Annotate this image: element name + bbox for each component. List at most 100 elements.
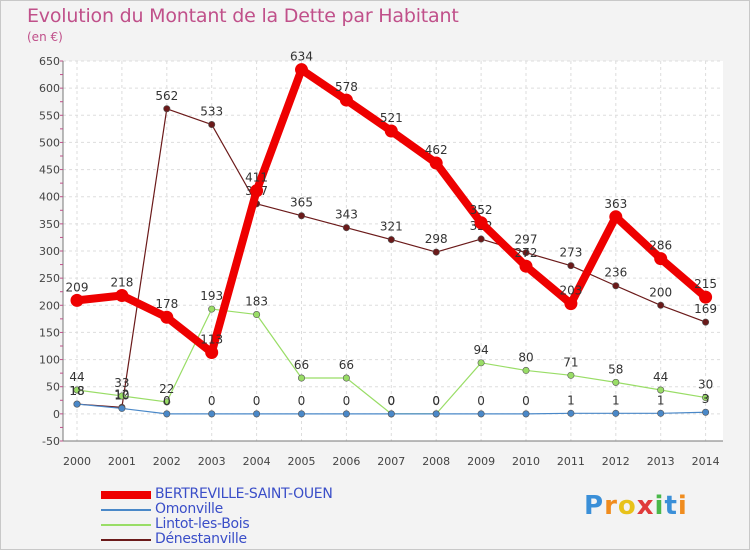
data-label-omonville: 0 [163, 394, 171, 408]
data-label-bertreville-saint-ouen: 209 [66, 280, 89, 294]
data-label-lintot-les-bois: 183 [245, 295, 268, 309]
data-point-bertreville-saint-ouen [654, 252, 668, 266]
x-tick-label: 2010 [512, 455, 540, 468]
x-tick-label: 2001 [108, 455, 136, 468]
data-label-bertreville-saint-ouen: 634 [290, 50, 313, 64]
data-label-bertreville-saint-ouen: 178 [155, 297, 178, 311]
data-point-lintot-les-bois [702, 394, 710, 402]
data-point-lintot-les-bois [253, 311, 261, 319]
data-label-omonville: 0 [253, 394, 261, 408]
data-label-denestanville: 533 [200, 105, 223, 119]
data-point-bertreville-saint-ouen [699, 290, 713, 304]
data-point-bertreville-saint-ouen [564, 297, 578, 311]
data-point-lintot-les-bois [297, 374, 305, 382]
chart-title: Evolution du Montant de la Dette par Hab… [27, 5, 459, 27]
data-point-omonville [567, 409, 575, 417]
data-point-lintot-les-bois [208, 305, 216, 313]
data-point-denestanville [297, 212, 305, 220]
data-point-omonville [297, 410, 305, 418]
logo-letter: i [677, 491, 688, 521]
data-label-lintot-les-bois: 66 [339, 358, 354, 372]
data-label-bertreville-saint-ouen: 363 [604, 197, 627, 211]
data-point-lintot-les-bois [342, 374, 350, 382]
x-tick-label: 2007 [377, 455, 405, 468]
x-tick-label: 2005 [288, 455, 316, 468]
data-label-omonville: 10 [114, 388, 129, 402]
logo-letter: o [617, 491, 637, 521]
data-point-bertreville-saint-ouen [115, 289, 129, 303]
legend-label: Omonville [155, 501, 223, 517]
data-point-denestanville [432, 248, 440, 256]
data-label-lintot-les-bois: 94 [473, 343, 488, 357]
x-tick-label: 2008 [422, 455, 450, 468]
y-tick-label: 650 [39, 55, 60, 68]
data-label-bertreville-saint-ouen: 218 [110, 276, 133, 290]
data-point-omonville [342, 410, 350, 418]
legend-label: Dénestanville [155, 531, 247, 547]
logo-letter: i [654, 491, 665, 521]
data-point-denestanville [342, 224, 350, 232]
data-label-omonville: 1 [612, 393, 620, 407]
data-point-omonville [73, 400, 81, 408]
data-point-denestanville [657, 301, 665, 309]
data-point-bertreville-saint-ouen [205, 346, 219, 360]
data-point-lintot-les-bois [118, 392, 126, 400]
data-label-denestanville: 321 [380, 220, 403, 234]
y-tick-label: 100 [39, 354, 60, 367]
data-point-lintot-les-bois [612, 378, 620, 386]
data-label-omonville: 0 [343, 394, 351, 408]
data-label-lintot-les-bois: 71 [563, 355, 578, 369]
x-tick-label: 2013 [647, 455, 675, 468]
data-point-bertreville-saint-ouen [474, 216, 488, 230]
y-tick-label: 250 [39, 272, 60, 285]
data-label-bertreville-saint-ouen: 521 [380, 111, 403, 125]
data-label-bertreville-saint-ouen: 352 [470, 203, 493, 217]
logo-letter: x [636, 491, 655, 521]
data-point-denestanville [387, 236, 395, 244]
data-point-denestanville [163, 105, 171, 113]
data-label-omonville: 0 [387, 394, 395, 408]
x-tick-label: 2011 [557, 455, 585, 468]
data-label-denestanville: 562 [155, 89, 178, 103]
legend-label: BERTREVILLE-SAINT-OUEN [155, 486, 333, 502]
data-label-omonville: 0 [477, 394, 485, 408]
data-point-omonville [477, 410, 485, 418]
data-label-lintot-les-bois: 0 [432, 394, 440, 408]
data-label-lintot-les-bois: 44 [653, 370, 668, 384]
y-tick-label: 500 [39, 136, 60, 149]
y-tick-label: 0 [53, 408, 60, 421]
data-label-bertreville-saint-ouen: 272 [515, 246, 538, 260]
data-label-omonville: 1 [657, 393, 665, 407]
x-tick-label: 2014 [692, 455, 720, 468]
data-label-lintot-les-bois: 0 [387, 394, 395, 408]
data-point-lintot-les-bois [567, 371, 575, 379]
data-label-omonville: 1 [567, 393, 575, 407]
y-tick-label: 450 [39, 164, 60, 177]
data-point-denestanville [567, 262, 575, 270]
data-label-omonville: 0 [208, 394, 216, 408]
data-point-bertreville-saint-ouen [384, 124, 398, 138]
data-label-denestanville: 343 [335, 208, 358, 222]
data-label-lintot-les-bois: 193 [200, 289, 223, 303]
data-label-bertreville-saint-ouen: 215 [694, 277, 717, 291]
y-tick-label: 200 [39, 299, 60, 312]
x-tick-label: 2004 [243, 455, 271, 468]
x-tick-label: 2012 [602, 455, 630, 468]
data-point-omonville [118, 404, 126, 412]
y-tick-label: 300 [39, 245, 60, 258]
data-label-denestanville: 273 [559, 246, 582, 260]
data-label-bertreville-saint-ouen: 462 [425, 143, 448, 157]
data-point-lintot-les-bois [522, 366, 530, 374]
data-point-lintot-les-bois [657, 386, 665, 394]
data-label-omonville: 0 [522, 394, 530, 408]
data-point-bertreville-saint-ouen [160, 310, 174, 324]
data-label-omonville: 18 [69, 384, 84, 398]
data-label-lintot-les-bois: 22 [159, 382, 174, 396]
data-point-bertreville-saint-ouen [250, 184, 264, 198]
data-point-denestanville [702, 318, 710, 326]
data-label-denestanville: 200 [649, 285, 672, 299]
data-point-denestanville [612, 282, 620, 290]
y-tick-label: -50 [42, 435, 60, 448]
